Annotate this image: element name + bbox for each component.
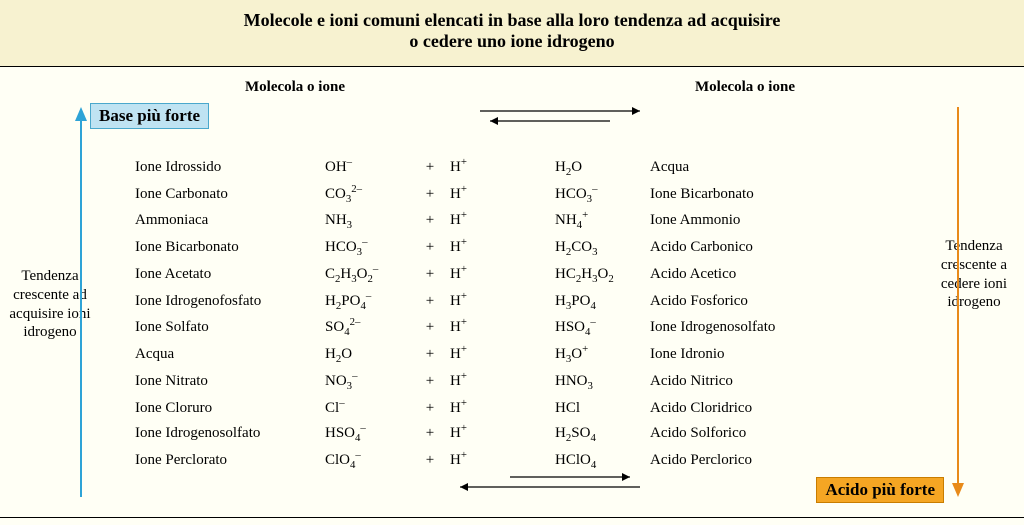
plus-sign: +: [410, 316, 450, 339]
acid-formula: HSO4–: [555, 314, 650, 341]
acid-formula: H3O+: [555, 341, 650, 368]
h-plus: H+: [450, 368, 505, 393]
base-name: Ione Carbonato: [135, 183, 325, 206]
table-row: Ione SolfatoSO42–+H+ HSO4–Ione Idrogenoso…: [135, 314, 1024, 341]
h-plus: H+: [450, 154, 505, 179]
base-formula: NH3: [325, 209, 410, 234]
acid-formula: HC2H3O2: [555, 263, 650, 288]
table-row: Ione NitratoNO3–+H+ HNO3Acido Nitrico: [135, 368, 1024, 395]
acid-formula: H2SO4: [555, 422, 650, 447]
title-band: Molecole e ioni comuni elencati in base …: [0, 0, 1024, 67]
acid-name: Acido Carbonico: [650, 236, 870, 259]
acid-formula: HCO3–: [555, 181, 650, 208]
acid-name: Ione Bicarbonato: [650, 183, 870, 206]
plus-sign: +: [410, 236, 450, 259]
bottom-rule: [0, 517, 1024, 518]
h-plus: H+: [450, 261, 505, 286]
reaction-table: Ione IdrossidoOH–+H+H2OAcquaIone Carbona…: [135, 154, 1024, 473]
base-formula: SO42–: [325, 314, 410, 341]
base-name: Ione Nitrato: [135, 370, 325, 393]
table-row: Ione CloruroCl–+H+ HClAcido Cloridrico: [135, 395, 1024, 420]
acid-name: Ione Idrogenosolfato: [650, 316, 870, 339]
base-name: Acqua: [135, 343, 325, 366]
acid-formula: HCl: [555, 397, 650, 420]
base-formula: NO3–: [325, 368, 410, 395]
base-formula: ClO4–: [325, 447, 410, 474]
equilibrium-arrows-bottom: [440, 469, 680, 495]
base-formula: HCO3–: [325, 234, 410, 261]
h-plus: H+: [450, 341, 505, 366]
table-row: Ione IdrogenosolfatoHSO4–+H+ H2SO4Acido S…: [135, 420, 1024, 447]
base-formula: H2O: [325, 343, 410, 368]
title-line2: o cedere uno ione idrogeno: [0, 31, 1024, 52]
h-plus: H+: [450, 288, 505, 313]
base-formula: C2H3O2–: [325, 261, 410, 288]
base-name: Ammoniaca: [135, 209, 325, 232]
acid-formula: HNO3: [555, 370, 650, 395]
base-name: Ione Idrogenosolfato: [135, 422, 325, 445]
h-plus: H+: [450, 181, 505, 206]
acid-name: Acqua: [650, 156, 870, 179]
acid-formula: NH4+: [555, 207, 650, 234]
h-plus: H+: [450, 207, 505, 232]
acid-tag: Acido più forte: [816, 477, 944, 503]
base-formula: HSO4–: [325, 420, 410, 447]
table-row: Ione IdrossidoOH–+H+ H2OAcqua: [135, 154, 1024, 181]
equilibrium-arrows-top: [440, 103, 680, 129]
table-row: AcquaH2O+H+ H3O+Ione Idronio: [135, 341, 1024, 368]
table-row: Ione IdrogenofosfatoH2PO4–+H+ H3PO4Acido …: [135, 288, 1024, 315]
content-area: Molecola o ione Molecola o ione Base più…: [0, 67, 1024, 473]
base-formula: CO32–: [325, 181, 410, 208]
acid-name: Ione Idronio: [650, 343, 870, 366]
plus-sign: +: [410, 422, 450, 445]
col-header-right: Molecola o ione: [665, 79, 825, 96]
base-name: Ione Cloruro: [135, 397, 325, 420]
acid-name: Acido Perclorico: [650, 449, 870, 472]
base-formula: H2PO4–: [325, 288, 410, 315]
plus-sign: +: [410, 183, 450, 206]
acid-name: Acido Fosforico: [650, 290, 870, 313]
base-formula: OH–: [325, 154, 410, 179]
plus-sign: +: [410, 209, 450, 232]
base-name: Ione Solfato: [135, 316, 325, 339]
table-row: Ione BicarbonatoHCO3–+H+ H2CO3Acido Carbo…: [135, 234, 1024, 261]
h-plus: H+: [450, 314, 505, 339]
acid-name: Acido Nitrico: [650, 370, 870, 393]
plus-sign: +: [410, 263, 450, 286]
blue-up-arrow: [80, 107, 82, 497]
acid-name: Acido Acetico: [650, 263, 870, 286]
base-name: Ione Idrogenofosfato: [135, 290, 325, 313]
right-trend-label: Tendenza crescente a cedere ioni idrogen…: [924, 237, 1024, 312]
plus-sign: +: [410, 156, 450, 179]
column-headers: Molecola o ione Molecola o ione: [0, 75, 1024, 102]
base-name: Ione Idrossido: [135, 156, 325, 179]
acid-name: Acido Cloridrico: [650, 397, 870, 420]
table-row: Ione AcetatoC2H3O2–+H+ HC2H3O2Acido Aceti…: [135, 261, 1024, 288]
base-tag: Base più forte: [90, 103, 209, 129]
col-header-left: Molecola o ione: [180, 79, 410, 96]
acid-formula: H2CO3: [555, 236, 650, 261]
acid-formula: H3PO4: [555, 290, 650, 315]
equilibrium-top-svg: [440, 103, 680, 129]
base-name: Ione Bicarbonato: [135, 236, 325, 259]
table-row: AmmoniacaNH3+H+ NH4+Ione Ammonio: [135, 207, 1024, 234]
base-name: Ione Acetato: [135, 263, 325, 286]
acid-formula: H2O: [555, 156, 650, 181]
h-plus: H+: [450, 420, 505, 445]
acid-name: Acido Solforico: [650, 422, 870, 445]
acid-name: Ione Ammonio: [650, 209, 870, 232]
plus-sign: +: [410, 343, 450, 366]
equilibrium-bottom-svg: [440, 469, 680, 495]
h-plus: H+: [450, 234, 505, 259]
table-row: Ione CarbonatoCO32–+H+ HCO3–Ione Bicarbon…: [135, 181, 1024, 208]
plus-sign: +: [410, 290, 450, 313]
orange-down-arrow: [957, 107, 959, 497]
base-formula: Cl–: [325, 395, 410, 420]
plus-sign: +: [410, 397, 450, 420]
title-line1: Molecole e ioni comuni elencati in base …: [0, 10, 1024, 31]
h-plus: H+: [450, 395, 505, 420]
plus-sign: +: [410, 370, 450, 393]
base-name: Ione Perclorato: [135, 449, 325, 472]
